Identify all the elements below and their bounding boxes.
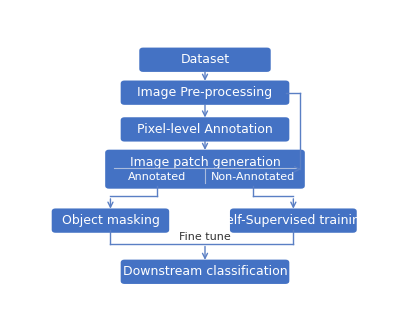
Text: Fine tune: Fine tune xyxy=(179,232,231,241)
Text: Dataset: Dataset xyxy=(180,53,230,66)
FancyBboxPatch shape xyxy=(121,117,289,141)
Text: Pixel-level Annotation: Pixel-level Annotation xyxy=(137,123,273,136)
Text: Downstream classification: Downstream classification xyxy=(123,265,287,278)
Text: Image patch generation: Image patch generation xyxy=(130,156,280,169)
Text: Image Pre-processing: Image Pre-processing xyxy=(138,86,272,99)
FancyBboxPatch shape xyxy=(52,209,169,233)
Text: Object masking: Object masking xyxy=(62,214,159,227)
Text: Annotated: Annotated xyxy=(128,172,186,182)
FancyBboxPatch shape xyxy=(105,150,305,189)
FancyBboxPatch shape xyxy=(139,48,271,72)
FancyBboxPatch shape xyxy=(121,81,289,105)
FancyBboxPatch shape xyxy=(230,209,357,233)
Text: Non-Annotated: Non-Annotated xyxy=(211,172,295,182)
FancyBboxPatch shape xyxy=(121,260,289,284)
Text: Self-Supervised training: Self-Supervised training xyxy=(218,214,368,227)
